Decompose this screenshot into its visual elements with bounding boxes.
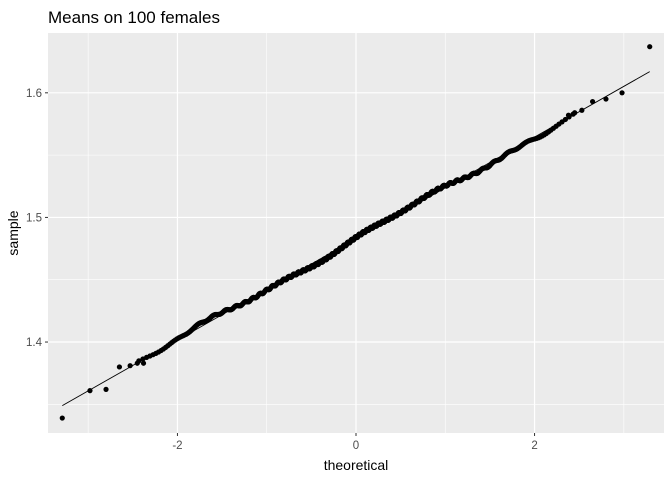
sample-point — [619, 90, 625, 96]
y-axis-title: sample — [5, 210, 21, 255]
y-tick-label: 1.5 — [26, 212, 42, 224]
y-axis-ticks: 1.4 1.5 1.6 — [26, 88, 48, 349]
sample-point — [103, 386, 109, 392]
sample-point — [565, 112, 572, 118]
x-axis-title: theoretical — [324, 457, 389, 473]
sample-point — [589, 98, 596, 105]
sample-point — [59, 415, 65, 421]
sample-point — [647, 44, 653, 50]
sample-point — [572, 110, 578, 116]
y-tick-label: 1.6 — [26, 88, 42, 100]
reference-line — [62, 71, 650, 406]
x-tick-label: 2 — [531, 440, 537, 452]
sample-point — [140, 360, 147, 366]
x-tick-label: -2 — [172, 440, 182, 452]
x-axis-ticks: -2 0 2 — [172, 433, 538, 452]
sample-point — [127, 363, 133, 369]
major-gridlines — [48, 33, 664, 433]
chart-title: Means on 100 females — [48, 8, 220, 27]
sample-point — [116, 364, 123, 370]
y-tick-label: 1.4 — [26, 337, 43, 349]
x-tick-label: 0 — [353, 440, 359, 452]
